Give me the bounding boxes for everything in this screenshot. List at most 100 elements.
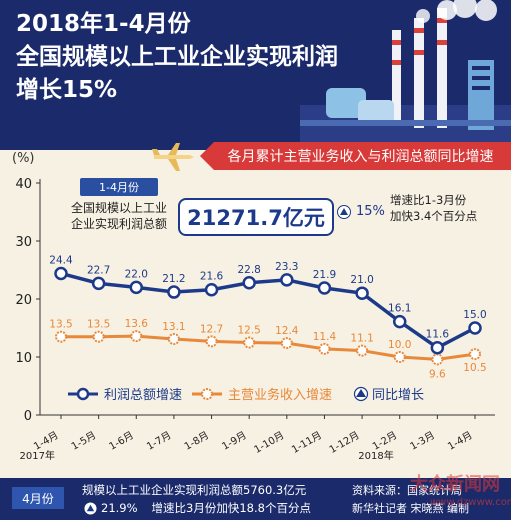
watermark-url: www.dzwww.com — [430, 497, 511, 508]
profit-data-label: 23.3 — [275, 261, 298, 273]
y-tick-label: 20 — [15, 293, 32, 308]
x-tick-label: 1-5月 — [69, 429, 98, 453]
revenue-data-point — [130, 330, 143, 343]
profit-data-label: 21.2 — [162, 273, 185, 285]
x-tick-label: 1-7月 — [145, 429, 174, 453]
revenue-data-point — [92, 330, 105, 343]
year-label: 2017年 — [20, 449, 55, 462]
revenue-data-point — [318, 342, 331, 355]
footer-banner: 4月份 规模以上工业企业实现利润总额5760.3亿元 21.9% 增速比3月份加… — [0, 478, 511, 520]
footer-profit-text: 规模以上工业企业实现利润总额5760.3亿元 — [82, 483, 307, 497]
profit-data-label: 22.8 — [237, 264, 260, 276]
profit-data-label: 16.1 — [388, 303, 411, 315]
footer-period-tag: 4月份 — [12, 487, 64, 509]
x-tick-label: 1-11月 — [290, 429, 324, 456]
growth-rate: 15% — [337, 204, 385, 219]
revenue-data-point — [469, 348, 481, 361]
footer-growth: 21.9% 增速比3月份加快18.8个百分点 — [84, 500, 311, 516]
revenue-data-point — [167, 333, 180, 346]
revenue-data-label: 12.5 — [237, 325, 260, 337]
legend-profit-marker — [76, 387, 90, 401]
legend-profit-label: 利润总额增速 — [104, 388, 182, 403]
profit-description: 全国规模以上工业 企业实现利润总额 — [60, 200, 178, 232]
legend-revenue-marker — [201, 388, 213, 400]
growth-note-line-1: 增速比1-3月份 — [390, 193, 467, 207]
triangle-icon — [337, 204, 351, 219]
title-line-1: 2018年1-4月份 — [16, 11, 191, 37]
profit-data-label: 22.7 — [87, 264, 110, 276]
revenue-data-label: 13.5 — [49, 319, 72, 331]
profit-data-point — [430, 340, 445, 355]
revenue-data-point — [55, 330, 67, 343]
revenue-data-point — [205, 335, 218, 348]
x-tick-label: 1-6月 — [107, 429, 136, 453]
x-tick-label: 1-10月 — [252, 429, 286, 456]
x-tick-label: 1-12月 — [327, 429, 361, 456]
profit-data-point — [242, 276, 256, 290]
y-axis-unit: (%) — [12, 151, 35, 166]
profit-data-point — [468, 321, 482, 335]
x-tick-label: 1-4月 — [446, 429, 475, 453]
profit-data-point — [392, 314, 407, 329]
profit-data-label: 24.4 — [49, 254, 73, 266]
revenue-data-label: 10.0 — [388, 339, 411, 351]
y-tick-label: 0 — [24, 409, 32, 424]
data-source: 资料来源：国家统计局 — [352, 484, 462, 497]
profit-data-label: 21.9 — [313, 269, 336, 281]
profit-desc-line-1: 全国规模以上工业 — [70, 201, 167, 215]
subtitle-text: 各月累计主营业务收入与利润总额同比增速 — [227, 149, 494, 165]
profit-data-point — [54, 266, 68, 281]
revenue-data-label: 12.7 — [200, 323, 223, 335]
title-line-3: 增长15% — [16, 77, 118, 103]
revenue-data-point — [393, 351, 406, 363]
profit-desc-line-2: 企业实现利润总额 — [70, 217, 167, 231]
y-tick-label: 10 — [15, 351, 32, 366]
revenue-data-point — [280, 337, 293, 350]
profit-data-point — [91, 276, 106, 291]
legend-revenue-label: 主营业务收入增速 — [228, 387, 332, 403]
x-tick-label: 1-9月 — [220, 429, 249, 453]
revenue-data-label: 13.6 — [125, 318, 149, 330]
revenue-data-label: 12.4 — [275, 325, 299, 337]
legend-growth-label: 同比增长 — [372, 388, 424, 403]
year-label: 2018年 — [358, 449, 393, 462]
author-credit: 新华社记者 宋晓燕 编制 — [352, 502, 469, 515]
profit-data-label: 22.0 — [125, 268, 148, 280]
legend-triangle-icon — [356, 389, 366, 397]
x-tick-label: 1-2月 — [370, 429, 399, 453]
revenue-data-label: 11.4 — [313, 331, 337, 343]
profit-data-point — [355, 286, 369, 300]
factory-illustration — [300, 0, 511, 150]
profit-data-label: 11.6 — [426, 329, 450, 341]
triangle-icon — [84, 501, 97, 515]
profit-data-label: 21.6 — [200, 271, 224, 283]
revenue-data-point — [431, 353, 444, 366]
revenue-series-line — [61, 334, 476, 361]
revenue-data-label: 11.1 — [350, 333, 373, 345]
growth-note: 增速比1-3月份 加快3.4个百分点 — [390, 192, 477, 224]
profit-data-point — [280, 273, 294, 287]
x-tick-label: 1-4月 — [32, 429, 61, 453]
footer-growth-note: 增速比3月份加快18.8个百分点 — [151, 501, 311, 515]
watermark-text: 大众新闻网 — [410, 474, 500, 495]
profit-data-label: 21.0 — [350, 274, 373, 286]
revenue-data-label: 13.5 — [87, 319, 110, 331]
profit-total-value: 21271.7亿元 — [178, 198, 334, 236]
revenue-data-point — [243, 336, 256, 349]
y-tick-label: 40 — [15, 177, 32, 192]
y-tick-label: 30 — [15, 235, 32, 250]
revenue-data-point — [356, 344, 369, 357]
header-banner: 2018年1-4月份 全国规模以上工业企业实现利润 增长15% — [0, 0, 511, 150]
page-title: 2018年1-4月份 全国规模以上工业企业实现利润 增长15% — [16, 8, 346, 107]
growth-rate-value: 15% — [356, 204, 385, 219]
airplane-icon — [152, 143, 194, 171]
profit-data-point — [129, 280, 144, 295]
subtitle-ribbon: 各月累计主营业务收入与利润总额同比增速 — [200, 142, 511, 170]
revenue-data-label: 9.6 — [429, 368, 446, 380]
x-tick-label: 1-8月 — [182, 429, 211, 453]
revenue-data-label: 13.1 — [162, 321, 185, 333]
title-line-2: 全国规模以上工业企业实现利润 — [16, 44, 338, 70]
period-tag: 1-4月份 — [80, 178, 158, 196]
